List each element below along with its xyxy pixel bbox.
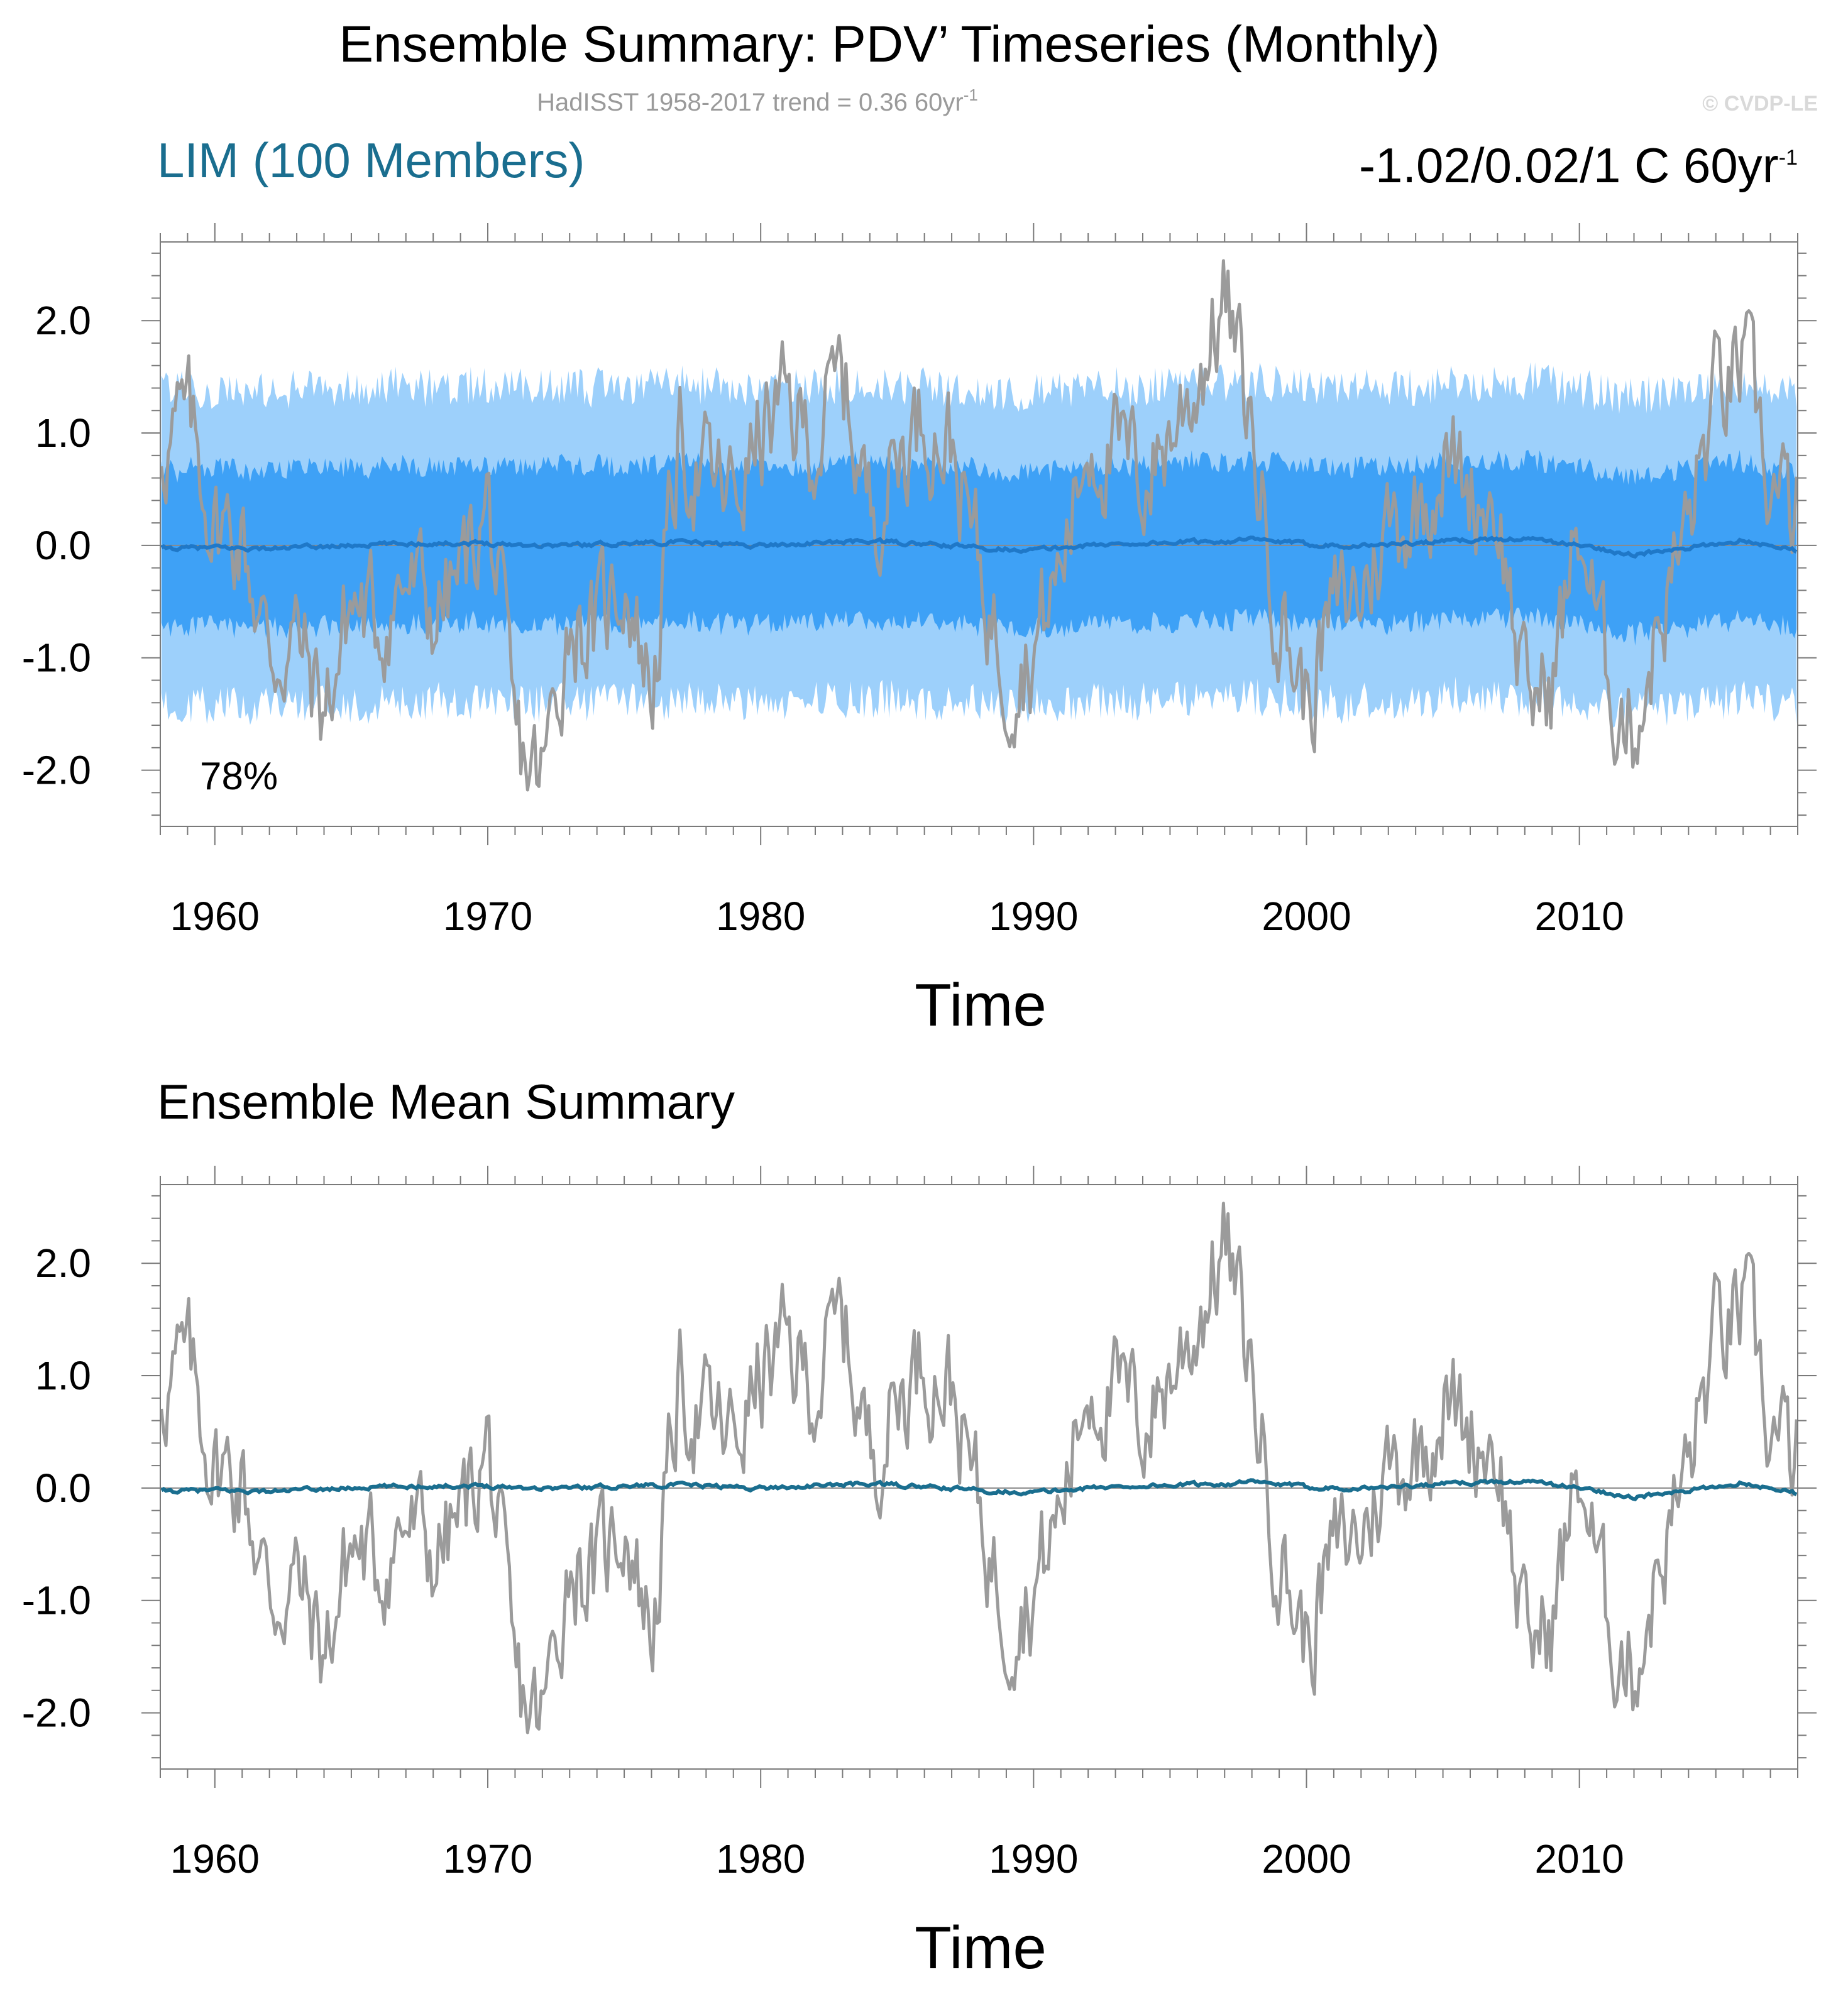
x-tick-label: 2000	[1262, 894, 1351, 939]
y-tick-label: 2.0	[35, 1241, 91, 1286]
axes-ensemble-mean: 1960 1970 1980 1990 2000 2010 -2.0 -1.0 0.0 1.0 2.…	[22, 1166, 1817, 1882]
y-tick-label: 1.0	[35, 410, 91, 456]
y-tick-label: -2.0	[22, 748, 91, 793]
plot-area-lim	[160, 259, 1798, 792]
x-axis-label-ensemble-mean: Time	[915, 1914, 1047, 1981]
ensemble-mean-line	[160, 535, 1798, 559]
x-tick-label: 1990	[989, 894, 1078, 939]
trend-label: -1.02/0.02/1 C 60yr-1	[1359, 138, 1798, 193]
axes-lim: 1960 1970 1980 1990 2000 2010 -2.0 -1.0 0.0 1.0 2.…	[22, 223, 1817, 939]
x-tick-label: 2010	[1534, 894, 1624, 939]
x-tick-label: 1980	[716, 1836, 805, 1882]
y-tick-label: 0.0	[35, 1465, 91, 1511]
observations-line	[160, 259, 1798, 792]
x-tick-label: 1980	[716, 894, 805, 939]
observations-line	[160, 1202, 1798, 1734]
x-tick-label: 1990	[989, 1836, 1078, 1882]
y-tick-label: -1.0	[22, 635, 91, 681]
figure-subtitle: HadISST 1958-2017 trend = 0.36 60yr-1	[537, 85, 978, 116]
y-tick-label: 2.0	[35, 298, 91, 343]
x-tick-label: 1970	[443, 1836, 532, 1882]
y-tick-label: -1.0	[22, 1578, 91, 1623]
panel-title-ensemble-mean: Ensemble Mean Summary	[157, 1074, 735, 1129]
y-tick-label: 0.0	[35, 523, 91, 568]
x-tick-label: 2000	[1262, 1836, 1351, 1882]
y-tick-label: 1.0	[35, 1353, 91, 1398]
plot-area-ensemble-mean	[160, 1202, 1798, 1734]
y-tick-label: -2.0	[22, 1690, 91, 1736]
panel-ensemble-mean: Ensemble Mean Summary 1960 1970 1980 1990 20…	[22, 1074, 1817, 1981]
plot-frame	[160, 1184, 1798, 1770]
x-tick-label: 1970	[443, 894, 532, 939]
x-tick-label: 1960	[170, 894, 260, 939]
panel-lim: LIM (100 Members) -1.02/0.02/1 C 60yr-1 …	[22, 133, 1817, 1039]
x-axis-label-lim: Time	[915, 972, 1047, 1039]
x-tick-label: 2010	[1534, 1836, 1624, 1882]
panel-title-lim: LIM (100 Members)	[157, 133, 585, 188]
percent-label: 78%	[200, 755, 278, 798]
copyright-label: © CVDP-LE	[1702, 92, 1818, 116]
x-tick-label: 1960	[170, 1836, 260, 1882]
ensemble-mean-line	[160, 1478, 1798, 1502]
figure-title: Ensemble Summary: PDV’ Timeseries (Month…	[339, 16, 1439, 73]
